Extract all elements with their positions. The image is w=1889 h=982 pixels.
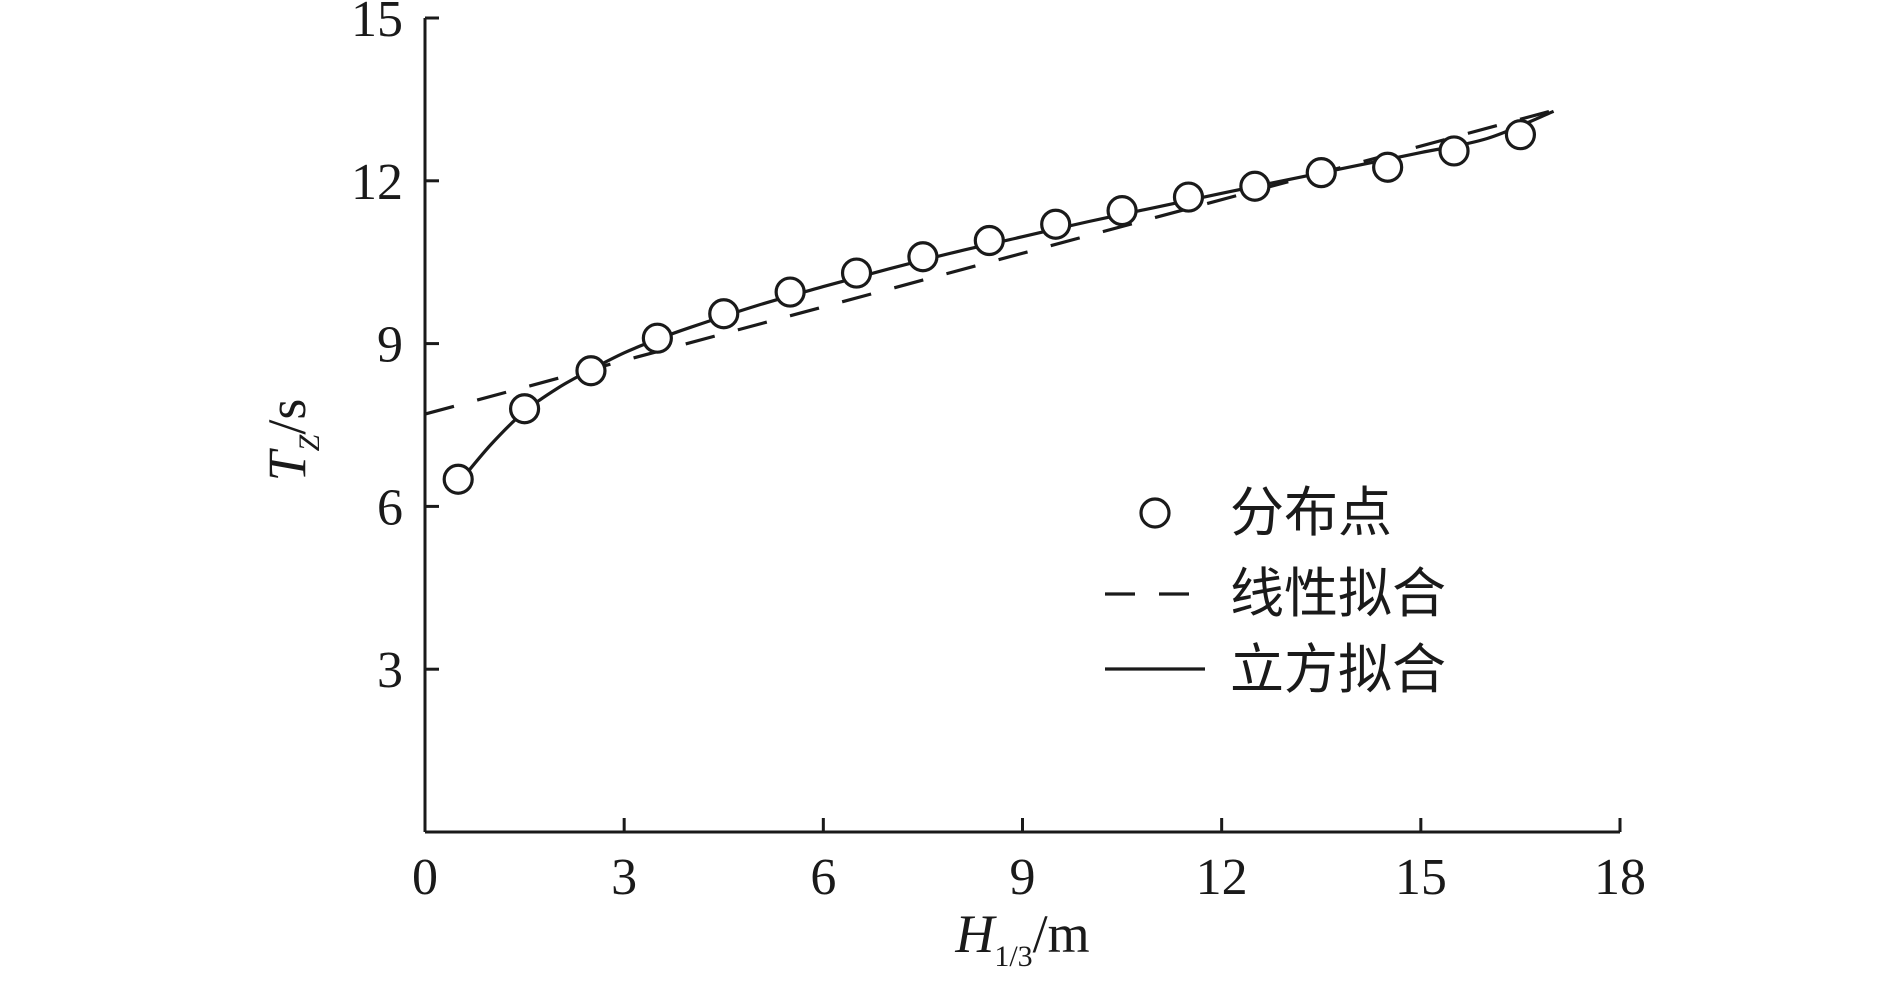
- scatter-point: [442, 463, 474, 495]
- scatter-point: [1040, 208, 1072, 240]
- y-tick-label: 3: [377, 642, 403, 699]
- x-axis-title-main: H: [954, 904, 997, 964]
- legend-label-linear: 线性拟合: [1230, 562, 1446, 625]
- x-tick-label: 6: [810, 849, 836, 906]
- scatter-point: [508, 393, 541, 425]
- x-axis-ticks: 0 3 6 9 12 15 18: [412, 818, 1646, 906]
- legend-item-linear: 线性拟合: [1105, 562, 1446, 625]
- y-tick-label: 6: [377, 479, 403, 536]
- y-axis-title: TZ/s: [257, 399, 326, 482]
- y-axis-title-main: T: [257, 447, 317, 481]
- scatter-point: [1106, 195, 1138, 227]
- x-tick-label: 9: [1010, 849, 1036, 906]
- x-tick-label: 12: [1196, 849, 1248, 906]
- scatter-point: [973, 224, 1005, 257]
- scatter-point: [575, 355, 607, 387]
- scatter-point: [641, 322, 673, 354]
- scatter-point: [907, 241, 939, 273]
- y-tick-label: 15: [351, 0, 403, 48]
- scatter-points: [442, 119, 1537, 495]
- scatter-point: [1438, 135, 1470, 167]
- legend: 分布点 线性拟合 立方拟合: [1105, 481, 1446, 701]
- legend-circle-marker: [1139, 497, 1171, 529]
- x-axis-title-unit: /m: [1033, 904, 1090, 964]
- scatter-point: [708, 298, 740, 330]
- scatter-point: [1239, 170, 1271, 202]
- legend-label-scatter: 分布点: [1230, 481, 1392, 544]
- x-tick-label: 0: [412, 849, 438, 906]
- plot-area: [424, 108, 1555, 495]
- scatter-point: [1305, 157, 1337, 189]
- legend-item-cubic: 立方拟合: [1105, 638, 1446, 701]
- y-axis-title-unit: /s: [257, 399, 317, 435]
- scatter-point: [1372, 151, 1404, 183]
- y-axis-title-sub: Z: [293, 434, 326, 451]
- cubic-fit-line: [456, 109, 1555, 485]
- x-tick-label: 3: [611, 849, 637, 906]
- x-tick-label: 15: [1395, 849, 1447, 906]
- x-axis-title-sub: 1/3: [994, 940, 1032, 973]
- scatter-point: [840, 257, 873, 289]
- legend-label-cubic: 立方拟合: [1230, 638, 1446, 701]
- x-axis-title: H1/3/m: [954, 904, 1089, 973]
- y-tick-label: 9: [377, 317, 403, 374]
- y-tick-label: 12: [351, 154, 403, 211]
- linear-fit-line: [424, 108, 1555, 416]
- legend-item-scatter: 分布点: [1139, 481, 1392, 544]
- y-axis-ticks: 3 6 9 12 15: [351, 0, 439, 699]
- scatter-point: [1172, 181, 1205, 213]
- scatter-point: [1504, 119, 1537, 151]
- scatter-point: [774, 276, 806, 308]
- x-tick-label: 18: [1594, 849, 1646, 906]
